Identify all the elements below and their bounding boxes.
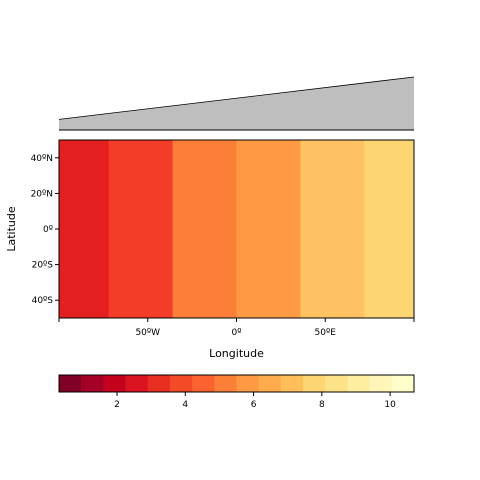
x-axis-ticks: 50ºW 0º 50ºE	[59, 318, 414, 338]
colorbar-swatch-11	[303, 375, 326, 392]
colorbar-swatch-15	[392, 375, 415, 392]
heatmap-cell-4	[300, 140, 364, 318]
colorbar-swatch-13	[347, 375, 370, 392]
colorbar-swatch-14	[370, 375, 393, 392]
colorbar-swatch-9	[259, 375, 282, 392]
heatmap-cell-5	[364, 140, 414, 318]
heatmap-cell-1	[109, 140, 173, 318]
colorbar-swatch-5	[170, 375, 193, 392]
colorbar-swatch-10	[281, 375, 304, 392]
heatmap-cell-0	[59, 140, 109, 318]
y-tick-label: 0º	[43, 225, 53, 235]
y-axis-ticks: 40ºN 20ºN 0º 20ºS 40ºS	[31, 154, 59, 306]
colorbar-swatch-2	[103, 375, 126, 392]
colorbar-swatch-4	[148, 375, 171, 392]
colorbar-swatch-3	[126, 375, 149, 392]
colorbar-tick-label: 8	[319, 400, 325, 410]
colorbar-tick-label: 10	[384, 400, 396, 410]
heatmap-cell-3	[237, 140, 301, 318]
heatmap-cells	[59, 140, 415, 318]
x-axis-label: Longitude	[209, 347, 264, 360]
colorbar: 2 4 6 8 10	[59, 375, 414, 410]
colorbar-tick-label: 4	[182, 400, 188, 410]
colorbar-swatch-6	[192, 375, 215, 392]
x-tick-label: 50ºE	[315, 328, 337, 338]
x-tick-label: 0º	[232, 328, 242, 338]
colorbar-swatch-7	[214, 375, 237, 392]
y-tick-label: 20ºN	[31, 189, 53, 199]
y-tick-label: 20ºS	[32, 261, 54, 271]
x-tick-label: 50ºW	[135, 328, 160, 338]
heatmap-cell-2	[173, 140, 237, 318]
y-tick-label: 40ºN	[31, 154, 53, 164]
marginal-area	[59, 77, 414, 130]
colorbar-swatch-1	[81, 375, 104, 392]
colorbar-swatch-0	[59, 375, 82, 392]
colorbar-swatch-12	[325, 375, 348, 392]
colorbar-swatch-8	[237, 375, 260, 392]
y-axis-label: Latitude	[5, 206, 18, 252]
colorbar-tick-label: 2	[114, 400, 120, 410]
marginal-profile-panel	[59, 77, 414, 130]
colorbar-tick-label: 6	[251, 400, 257, 410]
y-tick-label: 40ºS	[32, 296, 54, 306]
